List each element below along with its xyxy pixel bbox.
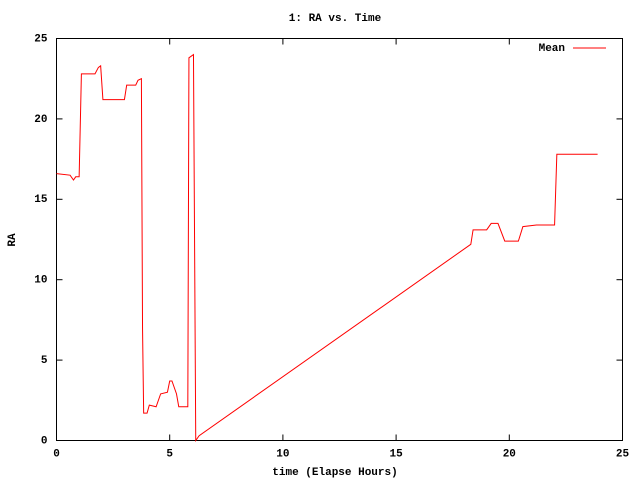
y-tick-label: 15 [34,194,48,206]
chart-title: 1: RA vs. Time [289,13,382,25]
y-tick-label: 5 [41,355,48,367]
y-tick-label: 20 [34,114,47,126]
x-tick-label: 25 [616,448,630,460]
y-tick-label: 25 [34,33,48,45]
x-tick-label: 0 [53,448,60,460]
x-tick-label: 15 [389,448,403,460]
y-axis-label: RA [7,233,19,247]
y-tick-label: 0 [41,435,48,447]
x-axis-label: time (Elapse Hours) [272,467,397,479]
x-tick-label: 10 [276,448,289,460]
legend-label: Mean [539,43,565,55]
series-line [56,53,598,443]
x-tick-label: 20 [503,448,516,460]
x-tick-label: 5 [166,448,173,460]
plot-frame [56,38,623,441]
y-tick-label: 10 [34,275,47,287]
